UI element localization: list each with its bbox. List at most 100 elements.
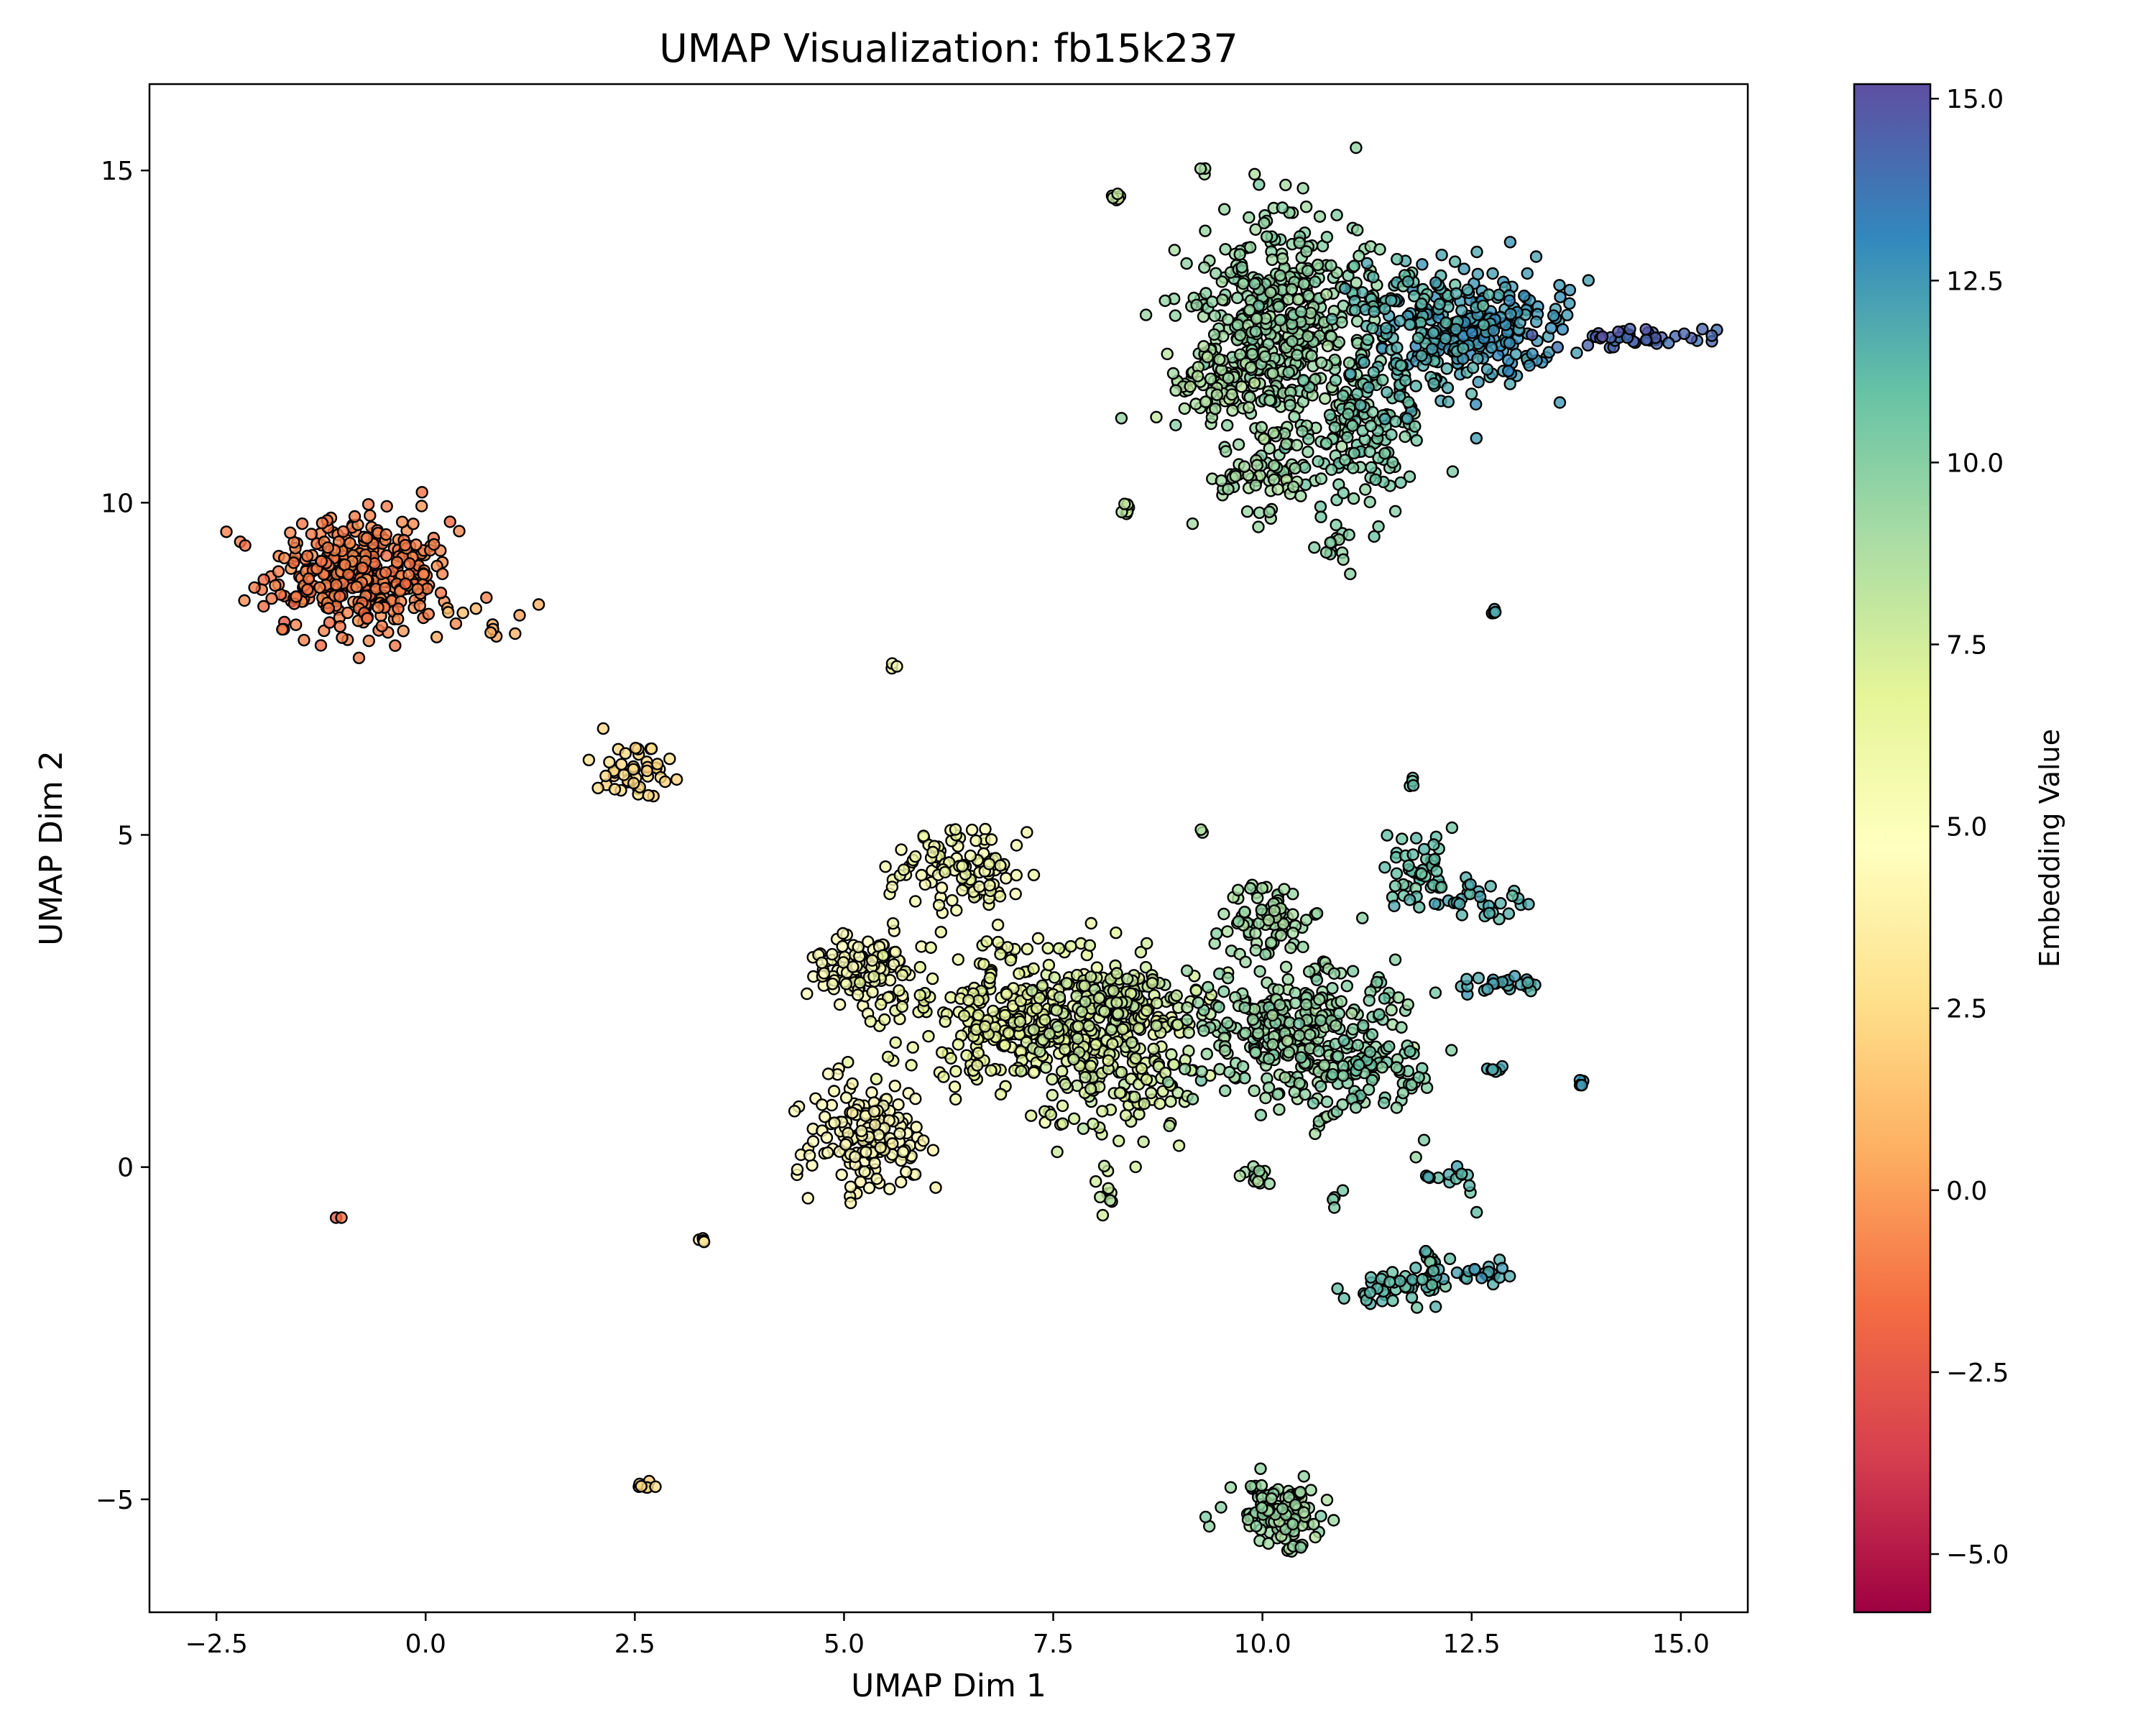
- scatter-point: [1271, 1088, 1284, 1101]
- scatter-point: [323, 616, 336, 629]
- scatter-point: [889, 945, 902, 959]
- scatter-point: [364, 509, 377, 522]
- scatter-point: [1402, 395, 1415, 409]
- scatter-point: [913, 988, 926, 1002]
- scatter-point: [1046, 1088, 1059, 1102]
- scatter-point: [1302, 965, 1316, 978]
- scatter-point: [1363, 495, 1376, 509]
- scatter-point: [1547, 309, 1560, 322]
- colorbar-tick-label: −2.5: [1946, 1359, 2009, 1388]
- scatter-point: [962, 993, 975, 1007]
- scatter-point: [1286, 927, 1299, 939]
- scatter-point: [1210, 388, 1224, 401]
- scatter-point: [1098, 1005, 1111, 1018]
- scatter-point: [1250, 312, 1263, 325]
- scatter-point: [1415, 349, 1428, 362]
- scatter-point: [1503, 294, 1516, 307]
- scatter-point: [1323, 408, 1337, 422]
- scatter-point: [1064, 939, 1077, 953]
- scatter-point: [1231, 883, 1245, 897]
- scatter-point: [983, 971, 997, 985]
- scatter-point: [1470, 245, 1483, 259]
- colorbar-tick-label: 0.0: [1946, 1177, 1987, 1206]
- scatter-point: [1105, 1023, 1118, 1037]
- scatter-point: [889, 1036, 902, 1049]
- scatter-point: [1409, 1261, 1422, 1274]
- scatter-point: [1013, 1015, 1027, 1029]
- scatter-point: [915, 868, 929, 882]
- scatter-point: [1296, 425, 1309, 438]
- scatter-point: [1472, 375, 1485, 389]
- scatter-point: [1051, 1020, 1064, 1034]
- scatter-point: [1249, 1046, 1262, 1059]
- scatter-point: [1238, 460, 1251, 473]
- scatter-point: [596, 722, 610, 735]
- scatter-point: [1273, 1103, 1286, 1116]
- scatter-point: [290, 618, 303, 631]
- scatter-point: [1461, 283, 1474, 296]
- scatter-point: [1395, 1021, 1408, 1034]
- scatter-point: [1433, 298, 1446, 311]
- scatter-point: [1312, 455, 1325, 468]
- scatter-point: [982, 858, 996, 870]
- scatter-point: [276, 622, 289, 636]
- scatter-point: [1415, 867, 1428, 881]
- scatter-point: [1350, 141, 1363, 155]
- scatter-point: [1409, 1151, 1422, 1164]
- scatter-point: [1251, 1175, 1265, 1188]
- scatter-point: [1233, 1169, 1247, 1182]
- scatter-point: [1050, 1003, 1063, 1017]
- scatter-point: [449, 617, 463, 630]
- scatter-point: [1368, 305, 1381, 318]
- scatter-point: [1210, 927, 1223, 940]
- scatter-point: [284, 526, 297, 539]
- scatter-point: [348, 510, 361, 523]
- scatter-point: [1178, 1062, 1192, 1075]
- scatter-point: [1221, 971, 1235, 985]
- scatter-point: [788, 1105, 801, 1118]
- scatter-point: [1365, 1028, 1379, 1041]
- scatter-point: [1360, 257, 1374, 270]
- scatter-point: [917, 829, 930, 842]
- y-axis-label: UMAP Dim 2: [33, 750, 70, 946]
- scatter-point: [972, 880, 986, 893]
- scatter-point: [396, 515, 409, 528]
- scatter-point: [1044, 1108, 1058, 1121]
- scatter-point: [1253, 965, 1266, 978]
- scatter-point: [1484, 880, 1497, 893]
- scatter-point: [950, 904, 963, 917]
- scatter-point: [1217, 985, 1230, 998]
- scatter-point: [1096, 1105, 1109, 1118]
- scatter-point: [1363, 994, 1376, 1007]
- scatter-point: [1390, 867, 1404, 881]
- scatter-point: [1042, 958, 1056, 972]
- scatter-point: [1259, 1091, 1272, 1105]
- scatter-point: [1071, 1032, 1084, 1045]
- scatter-point: [847, 960, 860, 973]
- scatter-point: [379, 528, 392, 541]
- scatter-point: [1378, 860, 1391, 874]
- scatter-point: [1077, 1122, 1090, 1135]
- scatter-point: [858, 1165, 871, 1178]
- scatter-point: [1147, 1042, 1160, 1056]
- scatter-point: [1521, 267, 1534, 280]
- scatter-point: [1502, 364, 1515, 377]
- scatter-point: [1366, 321, 1379, 335]
- scatter-point: [827, 1085, 841, 1098]
- scatter-point: [1092, 991, 1106, 1005]
- scatter-point: [1273, 313, 1287, 326]
- scatter-point: [1318, 392, 1332, 405]
- scatter-point: [1393, 390, 1406, 403]
- scatter-point: [1184, 380, 1197, 393]
- scatter-point: [1254, 1462, 1267, 1476]
- scatter-point: [1413, 901, 1426, 914]
- scatter-point: [1470, 1205, 1483, 1219]
- scatter-point: [1401, 998, 1414, 1011]
- scatter-point: [1381, 829, 1393, 842]
- scatter-point: [1153, 1097, 1166, 1111]
- scatter-point: [238, 594, 251, 607]
- scatter-point: [1394, 476, 1407, 490]
- scatter-point: [1166, 367, 1180, 380]
- scatter-point: [1248, 167, 1261, 181]
- scatter-point: [1508, 970, 1521, 983]
